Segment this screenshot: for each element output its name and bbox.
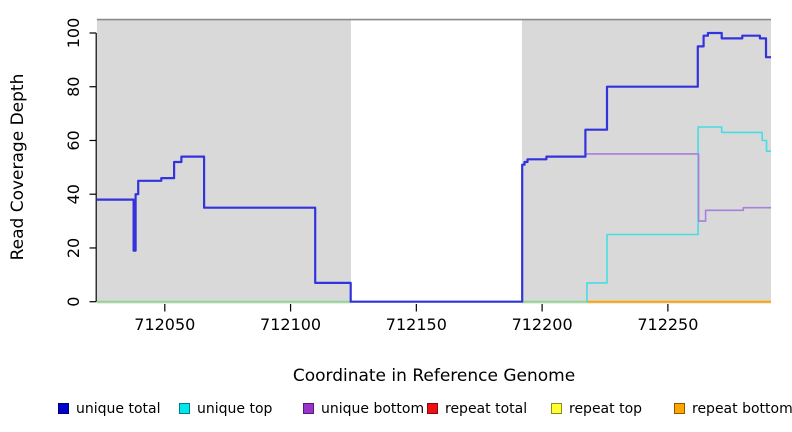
x-tick-label: 712250 (637, 315, 698, 334)
series-unique-top (586, 126, 771, 303)
y-tick-label: 0 (64, 297, 83, 307)
shaded-region (96, 20, 351, 304)
y-tick-label: 40 (64, 184, 83, 204)
y-tick-label: 20 (64, 238, 83, 258)
series-unique-bottom (585, 153, 771, 222)
x-tick-label: 712100 (260, 315, 321, 334)
series-lines (96, 31, 771, 303)
y-axis: 0 20 40 60 80 100 (64, 18, 97, 307)
y-tick-label: 80 (64, 77, 83, 97)
x-tick-label: 712150 (386, 315, 447, 334)
shaded-region (521, 20, 771, 304)
y-tick-label: 60 (64, 130, 83, 150)
x-tick-label: 712050 (134, 315, 195, 334)
y-tick-label: 100 (64, 18, 83, 49)
x-axis: 712050 712100 712150 712200 712250 (134, 304, 698, 334)
shaded-regions (96, 20, 771, 304)
y-axis-title: Read Coverage Depth (8, 73, 28, 261)
x-tick-label: 712200 (512, 315, 573, 334)
series-unique-total (96, 31, 771, 303)
x-axis-title: Coordinate in Reference Genome (292, 366, 576, 386)
